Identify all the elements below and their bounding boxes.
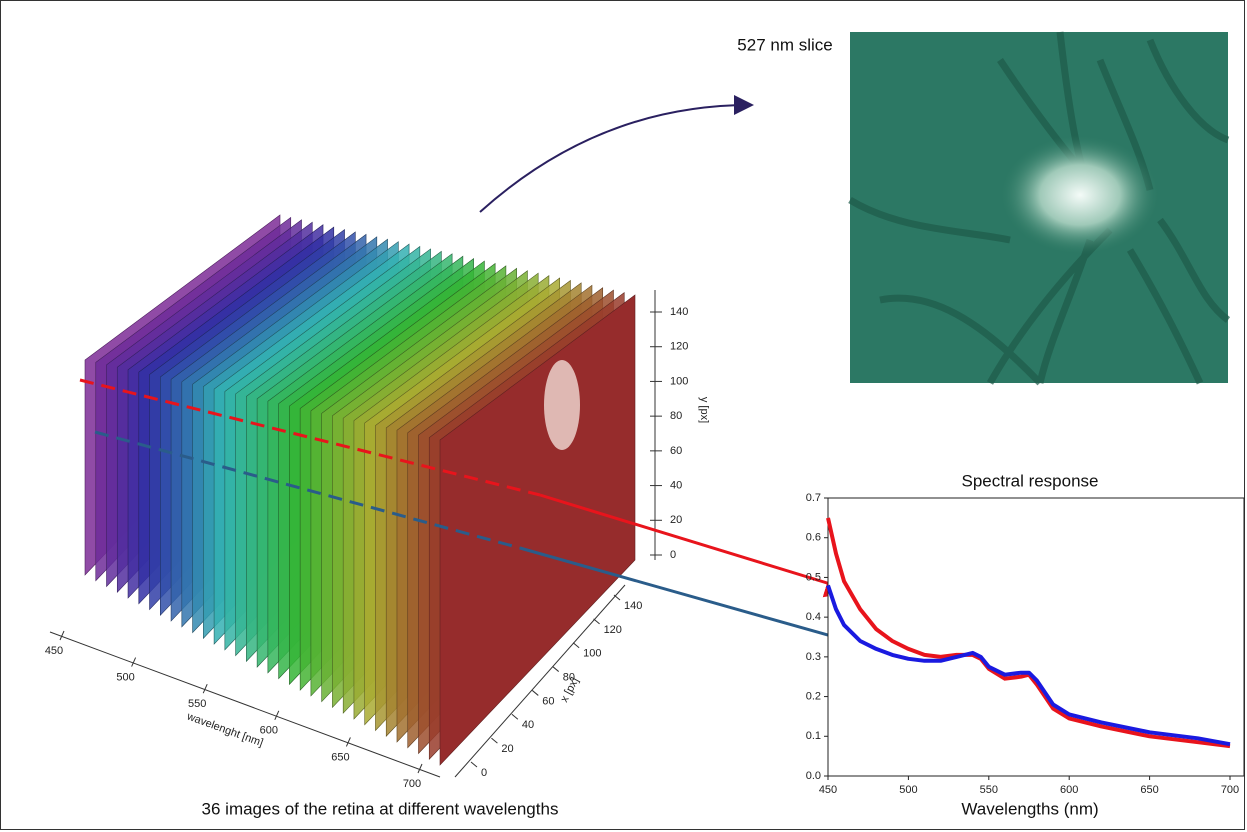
y-tick-label: 0.1 bbox=[806, 730, 821, 742]
slice-arrow bbox=[479, 95, 754, 213]
y-tick-label: 20 bbox=[501, 743, 513, 755]
optic-disc bbox=[544, 360, 580, 450]
x-tick-label: 450 bbox=[45, 645, 63, 657]
y-tick bbox=[572, 642, 580, 649]
blue-arrow bbox=[519, 546, 894, 660]
wavelength-slice bbox=[439, 294, 636, 766]
z-tick-label: 100 bbox=[670, 375, 688, 387]
retina-image bbox=[848, 31, 1231, 386]
red-probe bbox=[79, 378, 541, 497]
y-tick bbox=[613, 594, 621, 601]
z-axis-label: y [px] bbox=[698, 397, 710, 423]
y-tick-label: 0.3 bbox=[806, 651, 821, 663]
plot-area bbox=[827, 497, 1245, 777]
y-tick bbox=[470, 761, 478, 768]
plot: 0.0 0.1 0.2 0.3 0.4 0.5 0.6 0.7 450 500 550 600 650 7… bbox=[806, 492, 1245, 796]
y-tick-label: 40 bbox=[522, 719, 534, 731]
caption: 36 images of the retina at different wav… bbox=[202, 799, 559, 818]
x-tick bbox=[345, 737, 351, 747]
y-tick-label: 0.2 bbox=[806, 690, 821, 702]
slice-label: 527 nm slice bbox=[737, 35, 832, 54]
x-tick-label: 650 bbox=[1140, 784, 1158, 796]
y-tick bbox=[491, 737, 498, 744]
x-tick bbox=[131, 657, 137, 667]
y-tick-label: 0.0 bbox=[806, 770, 821, 782]
series-line bbox=[826, 584, 1231, 747]
z-tick-label: 80 bbox=[670, 410, 682, 422]
x-tick-label: 600 bbox=[260, 725, 278, 737]
x-tick bbox=[59, 630, 65, 641]
y-tick-label: 0.5 bbox=[806, 571, 821, 583]
y-tick-label: 0 bbox=[481, 767, 487, 779]
y-tick-label: 0.6 bbox=[806, 532, 821, 544]
x-tick-label: 550 bbox=[980, 784, 998, 796]
x-tick bbox=[202, 683, 208, 694]
x-tick-label: 450 bbox=[819, 784, 837, 796]
y-tick bbox=[511, 713, 519, 720]
red-arrow bbox=[539, 493, 856, 598]
y-tick-label: 0.4 bbox=[806, 611, 821, 623]
y-tick-label: 140 bbox=[624, 600, 642, 612]
x-axis bbox=[49, 631, 441, 778]
x-tick-label: 700 bbox=[403, 778, 421, 790]
y-tick-label: 100 bbox=[583, 648, 601, 660]
x-tick bbox=[417, 763, 423, 774]
y-tick bbox=[531, 690, 539, 696]
y-tick bbox=[593, 618, 600, 625]
blue-probe bbox=[94, 430, 521, 550]
y-tick-label: 60 bbox=[542, 695, 554, 707]
y-tick-label: 80 bbox=[563, 671, 575, 683]
x-tick-label: 500 bbox=[116, 672, 134, 684]
z-tick-label: 120 bbox=[670, 341, 688, 353]
x-tick-label: 550 bbox=[188, 698, 206, 710]
x-axis-label: wavelenght [nm] bbox=[184, 710, 264, 749]
y-tick bbox=[552, 666, 560, 672]
x-tick-label: 600 bbox=[1060, 784, 1078, 796]
z-tick-label: 20 bbox=[670, 514, 682, 526]
y-tick-label: 120 bbox=[604, 624, 622, 636]
z-tick-label: 140 bbox=[670, 306, 688, 318]
x-tick-label: 650 bbox=[331, 751, 349, 763]
y-axis bbox=[454, 584, 626, 778]
z-tick-label: 60 bbox=[670, 445, 682, 457]
y-tick-label: 0.7 bbox=[806, 492, 821, 504]
z-tick-label: 40 bbox=[670, 479, 682, 491]
x-tick-label: 700 bbox=[1221, 784, 1239, 796]
z-tick-label: 0 bbox=[670, 549, 676, 561]
x-tick bbox=[274, 710, 280, 721]
x-tick-label: 500 bbox=[899, 784, 917, 796]
chart-title: Spectral response bbox=[961, 471, 1098, 490]
x-axis-label: Wavelengths (nm) bbox=[961, 799, 1098, 818]
